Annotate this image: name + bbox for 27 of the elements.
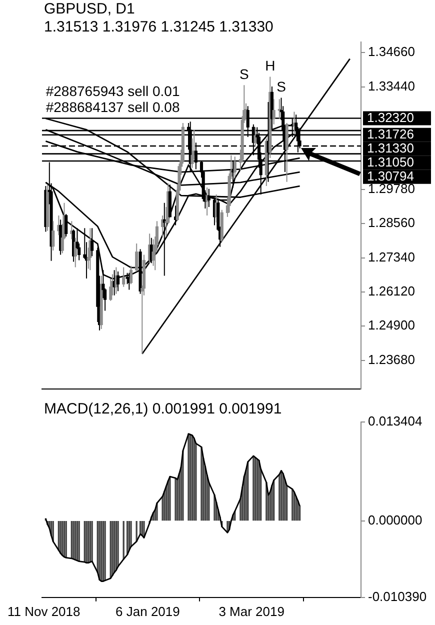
chart-title: GBPUSD, D1 bbox=[44, 0, 135, 18]
x-tick-label: 11 Nov 2018 bbox=[7, 604, 80, 619]
ref-line-label: 1.31726 bbox=[367, 126, 414, 142]
x-tick-label: 6 Jan 2019 bbox=[116, 604, 180, 619]
ref-line-label: 1.31050 bbox=[367, 154, 414, 170]
y-tick-label: 1.34660 bbox=[368, 44, 415, 60]
y-tick-label: 1.29780 bbox=[368, 180, 415, 196]
annotation: H bbox=[265, 58, 276, 74]
annotation: S bbox=[276, 78, 286, 95]
ref-line-label: 1.30794 bbox=[367, 168, 414, 184]
annotation: #288765943 sell 0.01 bbox=[46, 83, 180, 100]
y-tick-label: 1.33440 bbox=[368, 78, 415, 94]
y-tick-label: 0.013404 bbox=[368, 414, 422, 429]
x-tick-label: 3 Mar 2019 bbox=[218, 604, 284, 619]
annotation: #288684137 sell 0.08 bbox=[46, 99, 180, 116]
y-tick-label: 1.28560 bbox=[368, 215, 415, 230]
annotation: S bbox=[239, 66, 249, 82]
y-tick-label: 1.23680 bbox=[368, 352, 415, 367]
y-tick-label: -0.010390 bbox=[368, 588, 427, 604]
ref-line-label: 1.32320 bbox=[367, 110, 414, 125]
ref-line-label: 1.31330 bbox=[367, 140, 414, 156]
y-tick-label: 1.27340 bbox=[368, 249, 415, 264]
y-tick-label: 1.26120 bbox=[368, 284, 415, 299]
y-tick-label: 1.24900 bbox=[368, 318, 415, 333]
chart-subtitle: 1.31513 1.31976 1.31245 1.31330 bbox=[44, 18, 274, 36]
y-tick-label: 0.000000 bbox=[368, 512, 422, 528]
chart-title: MACD(12,26,1) 0.001991 0.001991 bbox=[44, 400, 282, 418]
